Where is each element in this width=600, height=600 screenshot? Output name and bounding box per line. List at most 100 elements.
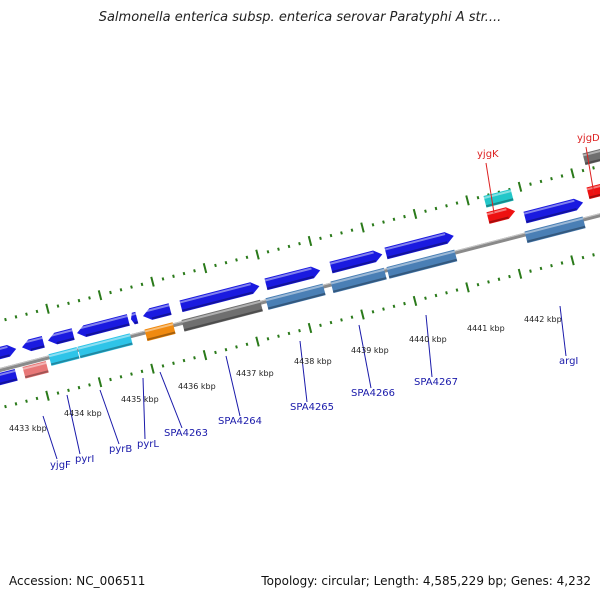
gene-feature	[582, 147, 600, 166]
leader-line	[485, 162, 495, 214]
outer-tick	[224, 260, 228, 265]
outer-tick	[517, 181, 523, 192]
outer-tick	[77, 298, 81, 303]
inner-tick	[307, 322, 313, 334]
gene-feature-SPA4266	[330, 267, 387, 294]
inner-tick	[172, 361, 175, 365]
inner-tick	[539, 266, 543, 271]
inner-tick	[371, 310, 375, 314]
outer-tick	[266, 250, 270, 254]
inner-tick	[340, 318, 343, 322]
inner-tick	[14, 402, 18, 406]
leader-line	[425, 314, 433, 378]
outer-tick	[88, 296, 91, 300]
outer-tick	[455, 201, 459, 205]
inner-tick	[119, 375, 123, 379]
outer-tick	[109, 290, 112, 295]
inner-tick	[319, 323, 322, 328]
inner-tick	[581, 255, 585, 260]
inner-tick	[382, 307, 385, 311]
genome-summary: Topology: circular; Length: 4,585,229 bp…	[261, 574, 591, 588]
gene-feature	[384, 232, 454, 260]
gene-feature	[329, 250, 383, 274]
outer-tick	[161, 277, 165, 281]
outer-tick	[287, 244, 291, 249]
gene-feature-yjgF	[22, 361, 49, 379]
inner-tick	[161, 364, 165, 368]
outer-tick	[329, 233, 333, 238]
gene-label-yjgF: yjgF	[50, 460, 71, 471]
kbp-label: 4435 kbp	[121, 395, 159, 404]
inner-tick	[412, 295, 418, 307]
kbp-label: 4437 kbp	[236, 369, 274, 378]
outer-tick	[445, 204, 448, 208]
leader-line	[225, 355, 241, 417]
inner-tick	[350, 315, 354, 319]
inner-tick	[476, 282, 480, 287]
outer-tick	[67, 301, 70, 306]
inner-tick	[529, 269, 532, 273]
outer-tick	[35, 309, 39, 314]
outer-tick	[412, 208, 418, 220]
inner-tick	[487, 280, 490, 284]
labels: 4433 kbp 4434 kbp 4435 kbp 4436 kbp 4437 kbp…	[9, 133, 600, 471]
outer-tick	[25, 312, 28, 316]
gene-feature-SPA4264	[181, 299, 263, 332]
inner-tick	[109, 377, 112, 382]
inner-tick	[25, 399, 28, 403]
leader-line	[99, 389, 120, 445]
outer-tick	[119, 288, 123, 292]
kbp-label: 4440 kbp	[409, 335, 447, 344]
inner-tick	[403, 301, 406, 306]
gene-feature-yjgK	[486, 207, 516, 224]
outer-tick	[130, 285, 133, 289]
inner-tick	[560, 261, 564, 265]
inner-tick	[445, 291, 448, 295]
kbp-label: 4441 kbp	[467, 324, 505, 333]
inner-tick	[4, 404, 7, 409]
outer-tick	[277, 247, 280, 251]
inner-tick	[360, 309, 365, 320]
outer-tick	[298, 242, 301, 246]
inner-tick	[592, 253, 595, 257]
gene-feature-argI	[524, 216, 586, 244]
gene-label-yjgK: yjgK	[477, 149, 499, 160]
leader-line	[299, 340, 308, 403]
inner-tick	[202, 350, 208, 361]
inner-tick	[77, 385, 81, 390]
outer-tick	[245, 255, 249, 259]
inner-tick	[214, 350, 217, 355]
outer-tick	[255, 249, 260, 260]
inner-tick	[329, 320, 333, 325]
inner-tick	[56, 391, 60, 395]
gene-label-pyrB: pyrB	[109, 444, 132, 455]
leader-line	[66, 394, 81, 455]
inner-tick	[266, 337, 270, 341]
outer-tick	[382, 220, 385, 224]
inner-tick	[277, 334, 280, 338]
gene-label-SPA4265: SPA4265	[290, 402, 334, 413]
outer-tick	[476, 195, 480, 200]
outer-tick	[403, 214, 406, 219]
outer-tick	[340, 231, 343, 235]
gene-label-yjgD: yjgD	[577, 133, 600, 144]
outer-tick	[97, 290, 103, 301]
gene-feature	[179, 282, 260, 313]
inner-tick	[245, 342, 249, 346]
inner-tick	[550, 264, 553, 268]
outer-tick	[140, 282, 144, 287]
inner-tick	[182, 358, 186, 363]
gene-feature	[264, 266, 321, 291]
inner-tick	[497, 277, 501, 281]
accession-label: Accession: NC_006511	[9, 574, 146, 588]
outer-tick	[193, 269, 196, 273]
leader-line	[585, 146, 595, 195]
gene-feature	[0, 345, 17, 361]
outer-tick	[371, 223, 375, 227]
gene-features	[0, 147, 600, 387]
inner-tick	[392, 304, 396, 309]
inner-tick	[140, 369, 144, 374]
inner-tick	[465, 282, 470, 293]
outer-tick	[465, 195, 470, 206]
outer-tick	[172, 274, 175, 278]
